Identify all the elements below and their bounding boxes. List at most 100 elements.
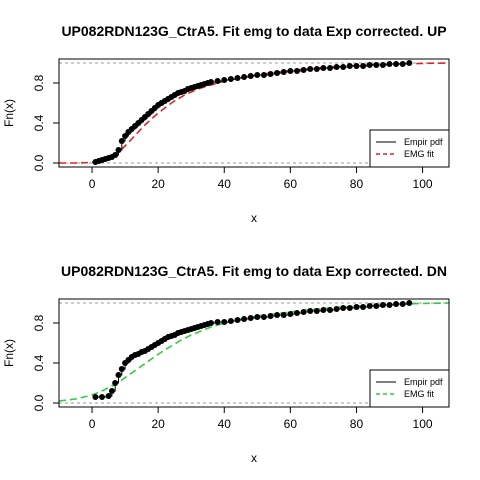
data-point	[307, 308, 314, 314]
data-point	[214, 319, 221, 325]
data-point	[208, 79, 214, 85]
data-point	[373, 303, 380, 309]
data-point	[260, 314, 267, 320]
x-tick-label: 100	[413, 417, 433, 431]
y-tick-label: 0.4	[32, 354, 46, 371]
data-point	[92, 394, 99, 400]
data-point	[221, 319, 228, 325]
data-point	[214, 78, 221, 84]
y-tick-label: 0.0	[32, 394, 46, 411]
data-point	[393, 61, 400, 67]
data-point	[280, 312, 287, 318]
data-point	[267, 313, 274, 319]
data-point	[360, 304, 367, 310]
data-point	[241, 74, 248, 80]
data-point	[379, 62, 386, 68]
data-point	[274, 312, 281, 318]
data-point	[260, 72, 267, 78]
data-point	[234, 75, 241, 81]
y-axis-label: Fn(x)	[2, 339, 16, 367]
data-point	[340, 305, 347, 311]
data-point	[115, 147, 122, 153]
data-point	[353, 304, 360, 310]
data-point	[105, 393, 112, 399]
data-point	[307, 66, 314, 72]
data-point	[373, 62, 380, 68]
data-point	[366, 62, 373, 68]
data-point	[118, 366, 125, 372]
x-tick-label: 40	[218, 177, 232, 191]
data-point	[274, 70, 281, 76]
x-tick-label: 60	[284, 177, 298, 191]
data-point	[112, 380, 119, 386]
data-point	[340, 64, 347, 70]
data-point	[313, 308, 320, 314]
y-tick-label: 0.4	[32, 114, 46, 131]
data-point	[320, 65, 327, 71]
data-point	[313, 66, 320, 72]
y-tick-label: 0.0	[32, 154, 46, 171]
data-point	[267, 71, 274, 77]
data-point	[287, 68, 294, 74]
data-point	[386, 302, 393, 308]
data-point	[386, 61, 393, 67]
data-point	[353, 63, 360, 69]
data-point	[118, 138, 125, 144]
data-point	[366, 303, 373, 309]
x-tick-label: 20	[151, 177, 165, 191]
y-axis-label: Fn(x)	[2, 99, 16, 127]
data-point	[379, 302, 386, 308]
data-point	[254, 72, 261, 78]
legend-label: Empir pdf	[404, 377, 443, 387]
data-point	[294, 310, 300, 316]
data-point	[300, 309, 307, 315]
data-point	[112, 152, 119, 158]
data-point	[99, 394, 105, 400]
legend-box	[369, 129, 450, 168]
data-point	[399, 301, 406, 307]
x-tick-label: 80	[350, 417, 364, 431]
data-point	[399, 61, 406, 67]
data-point	[333, 306, 340, 312]
data-point	[241, 316, 248, 322]
data-point	[234, 317, 241, 323]
chart-dn: UP082RDN123G_CtrA5. Fit emg to data Exp …	[2, 263, 450, 465]
x-tick-label: 100	[413, 177, 433, 191]
x-axis-label: x	[251, 451, 257, 465]
data-point	[227, 76, 234, 82]
chart-up: UP082RDN123G_CtrA5. Fit emg to data Exp …	[2, 23, 450, 225]
data-point	[406, 60, 413, 66]
data-point	[320, 307, 327, 313]
data-point	[327, 65, 333, 71]
chart-title: UP082RDN123G_CtrA5. Fit emg to data Exp …	[61, 263, 447, 279]
data-point	[247, 315, 254, 321]
data-point	[254, 314, 261, 320]
x-tick-label: 60	[284, 417, 298, 431]
data-point	[115, 372, 122, 378]
legend-label: EMG fit	[404, 389, 435, 399]
data-point	[406, 300, 413, 306]
data-point	[327, 307, 333, 313]
x-tick-label: 0	[89, 177, 96, 191]
chart-title: UP082RDN123G_CtrA5. Fit emg to data Exp …	[61, 23, 446, 39]
data-point	[360, 63, 367, 69]
x-axis-label: x	[251, 211, 257, 225]
x-tick-label: 20	[151, 417, 165, 431]
data-point	[280, 69, 287, 75]
data-point	[227, 318, 234, 324]
data-point	[333, 64, 340, 70]
data-point	[247, 73, 254, 79]
legend-box	[369, 369, 450, 408]
data-point	[294, 68, 300, 74]
data-point	[208, 320, 214, 326]
x-tick-label: 40	[218, 417, 232, 431]
legend-label: Empir pdf	[404, 137, 443, 147]
y-tick-label: 0.8	[32, 74, 46, 91]
data-point	[346, 305, 353, 311]
data-point	[108, 388, 115, 394]
data-point	[122, 133, 129, 139]
x-tick-label: 0	[89, 417, 96, 431]
data-point	[221, 77, 228, 83]
data-point	[287, 311, 294, 317]
legend-label: EMG fit	[404, 149, 435, 159]
